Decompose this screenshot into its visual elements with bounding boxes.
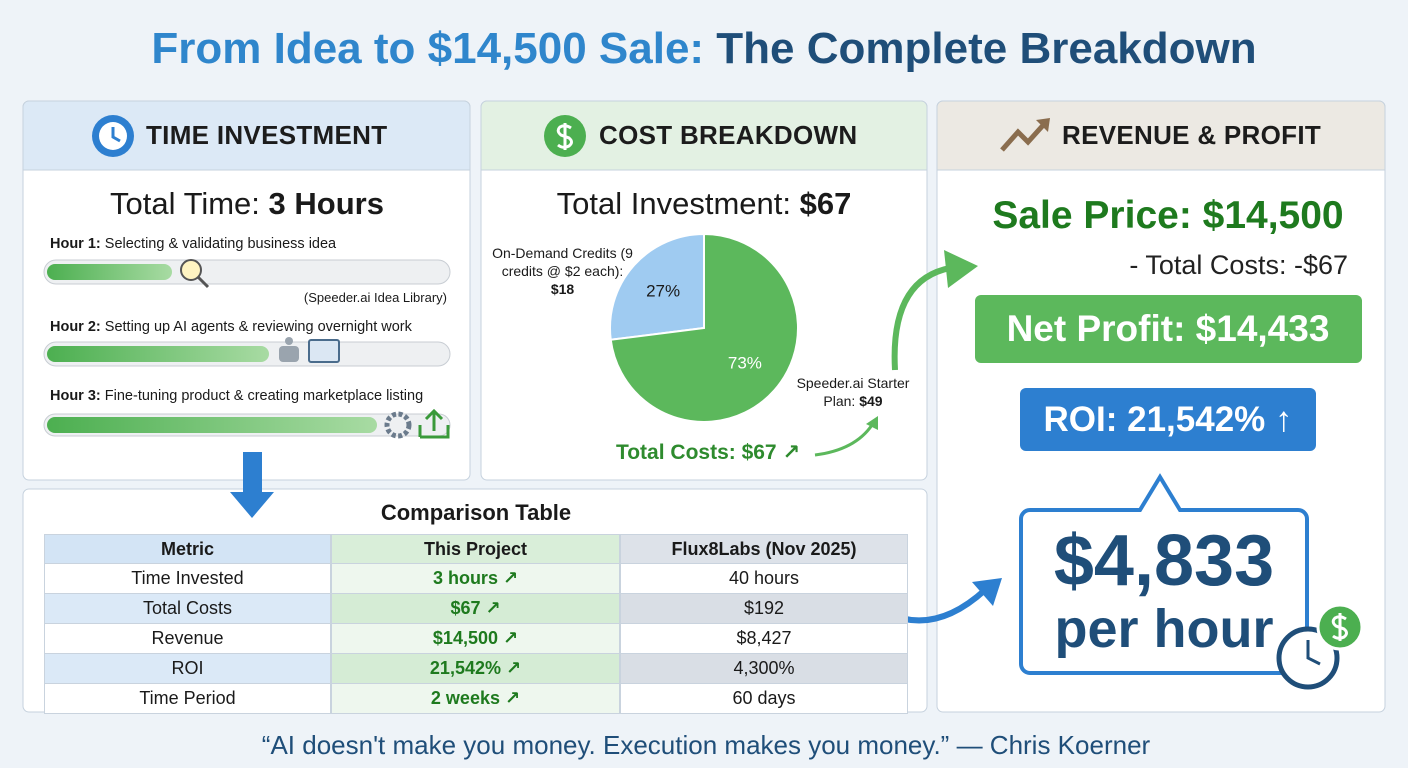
- label: Total Time:: [110, 186, 260, 221]
- green-arrow-head: [944, 250, 978, 288]
- pie-slice: [609, 232, 705, 341]
- table-cell: $192: [620, 593, 908, 624]
- monitor-icon: [308, 339, 340, 363]
- table-cell: 21,542% ↗: [331, 653, 620, 684]
- table-cell: 4,300%: [620, 653, 908, 684]
- hour-label: Hour 2:: [50, 319, 101, 335]
- title: From Idea to $14,500 Sale: The Complete …: [151, 24, 1256, 74]
- table-header-cell: Flux8Labs (Nov 2025): [620, 534, 908, 564]
- total-costs: Total Costs: $67 ↗: [615, 441, 801, 464]
- small-green-arrow-head: [866, 416, 878, 430]
- pie-value-label: 27%: [646, 281, 680, 300]
- title-part: The Complete Breakdown: [716, 24, 1257, 73]
- net-profit-box: [975, 295, 1362, 363]
- trend-icon-head: [1036, 118, 1050, 132]
- label: Total Investment:: [556, 186, 791, 221]
- slice-label-amount: $18: [550, 281, 575, 297]
- total-costs: - Total Costs: -$67: [1129, 250, 1348, 280]
- magnifier-icon: [180, 259, 202, 281]
- panel-header: TIME INVESTMENT: [146, 120, 388, 150]
- table-cell: Total Costs: [44, 593, 331, 624]
- table-header-cell: Metric: [44, 534, 331, 564]
- table-cell: 2 weeks ↗: [331, 683, 620, 714]
- hour-description: Setting up AI agents & reviewing overnig…: [104, 319, 412, 335]
- panel-header: REVENUE & PROFIT: [1062, 120, 1322, 150]
- slice-label-amount: $49: [859, 393, 883, 409]
- clock-hands-large: [1306, 640, 1321, 666]
- trend-icon: [1000, 120, 1048, 152]
- total-investment: Total Investment: $67: [557, 186, 852, 222]
- table-cell: 40 hours: [620, 563, 908, 594]
- table-title: Comparison Table: [380, 500, 572, 525]
- green-arrow: [891, 265, 951, 371]
- robot-head: [285, 337, 293, 345]
- time-header-bg: [22, 100, 471, 171]
- panel-header: COST BREAKDOWN: [599, 120, 858, 150]
- table-cell: ROI: [44, 653, 331, 684]
- dollar-glyph: [556, 123, 573, 150]
- pie-slice: [609, 232, 799, 423]
- hour-note: (Speeder.ai Idea Library): [303, 290, 447, 305]
- slice-label-text: Speeder.ai Starter Plan:: [796, 375, 910, 409]
- hour-description: Fine-tuning product & creating marketpla…: [104, 388, 424, 404]
- table-cell: $8,427: [620, 623, 908, 654]
- roi: ROI: 21,542% ↑: [1043, 400, 1293, 439]
- table-cell: 3 hours ↗: [331, 563, 620, 594]
- value: $67: [799, 186, 852, 221]
- robot-icon: [279, 346, 299, 362]
- slice-label: Speeder.ai Starter Plan: $49: [788, 374, 918, 410]
- hour-label: Hour 1:: [50, 236, 101, 252]
- table-header-cell: This Project: [331, 534, 620, 564]
- slice-label: On-Demand Credits (9 credits @ $2 each):…: [490, 244, 635, 298]
- value: 3 Hours: [268, 186, 384, 221]
- per-hour-unit: per hour: [1054, 599, 1274, 659]
- hour-text: Hour 2: Setting up AI agents & reviewing…: [50, 319, 412, 335]
- pie-chart: 27% 73%: [609, 232, 799, 423]
- table-cell: Time Period: [44, 683, 331, 714]
- table-cell: $14,500 ↗: [331, 623, 620, 654]
- clock-hands: [111, 127, 121, 143]
- upload-icon: [418, 408, 450, 439]
- cost-header-bg: [480, 100, 928, 171]
- quote: “AI doesn't make you money. Execution ma…: [261, 730, 1151, 760]
- down-arrow: [230, 452, 274, 518]
- slice-label-text: On-Demand Credits (9 credits @ $2 each):: [492, 245, 633, 279]
- hour-text: Hour 1: Selecting & validating business …: [50, 236, 336, 252]
- title-part: From Idea to $14,500 Sale:: [151, 24, 705, 73]
- hour-bar-fill: [47, 264, 172, 280]
- small-green-arrow: [814, 424, 874, 457]
- table-cell: Revenue: [44, 623, 331, 654]
- table-cell: 60 days: [620, 683, 908, 714]
- roi-box: [1020, 388, 1316, 451]
- hour-text: Hour 3: Fine-tuning product & creating m…: [50, 388, 423, 404]
- coin-glyph: [1331, 613, 1348, 641]
- table-cell: Time Invested: [44, 563, 331, 594]
- per-hour-value: $4,833: [1053, 521, 1275, 601]
- pie-value-label: 73%: [728, 354, 762, 373]
- hour-label: Hour 3:: [50, 388, 101, 404]
- gear-icon: [384, 411, 412, 439]
- table-cell: $67 ↗: [331, 593, 620, 624]
- hour-bar-fill: [47, 417, 377, 433]
- net-profit: Net Profit: $14,433: [1006, 308, 1330, 349]
- hour-bar-fill: [47, 346, 269, 362]
- magnifier-handle: [196, 275, 210, 289]
- sale-price: Sale Price: $14,500: [992, 194, 1344, 237]
- total-time: Total Time: 3 Hours: [110, 186, 384, 222]
- blue-arrow-head: [972, 578, 1002, 606]
- hour-description: Selecting & validating business idea: [104, 236, 337, 252]
